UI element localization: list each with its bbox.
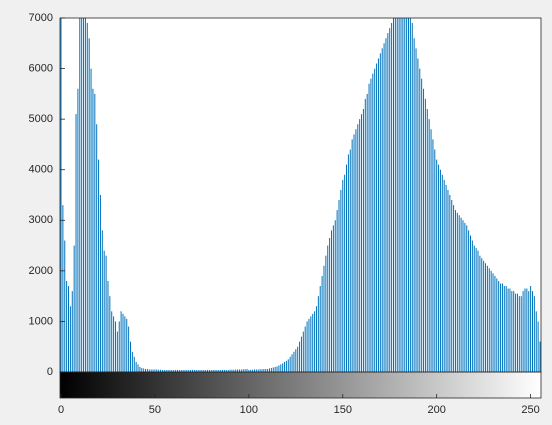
x-tick-label: 0 [58,404,64,416]
colorbar [59,371,542,399]
y-tick-label: 5000 [29,113,53,125]
y-tick-label: 1000 [29,315,53,327]
x-tick-label: 200 [428,404,446,416]
y-tick-label: 3000 [29,214,53,226]
y-tick-label: 0 [47,366,53,378]
x-tick-label: 250 [521,404,539,416]
axes-box [59,17,542,373]
x-tick-label: 50 [149,404,161,416]
y-tick-label: 6000 [29,62,53,74]
y-tick-label: 2000 [29,265,53,277]
x-tick-label: 100 [240,404,258,416]
y-tick-label: 7000 [29,12,53,24]
x-tick-label: 150 [334,404,352,416]
y-tick-label: 4000 [29,164,53,176]
